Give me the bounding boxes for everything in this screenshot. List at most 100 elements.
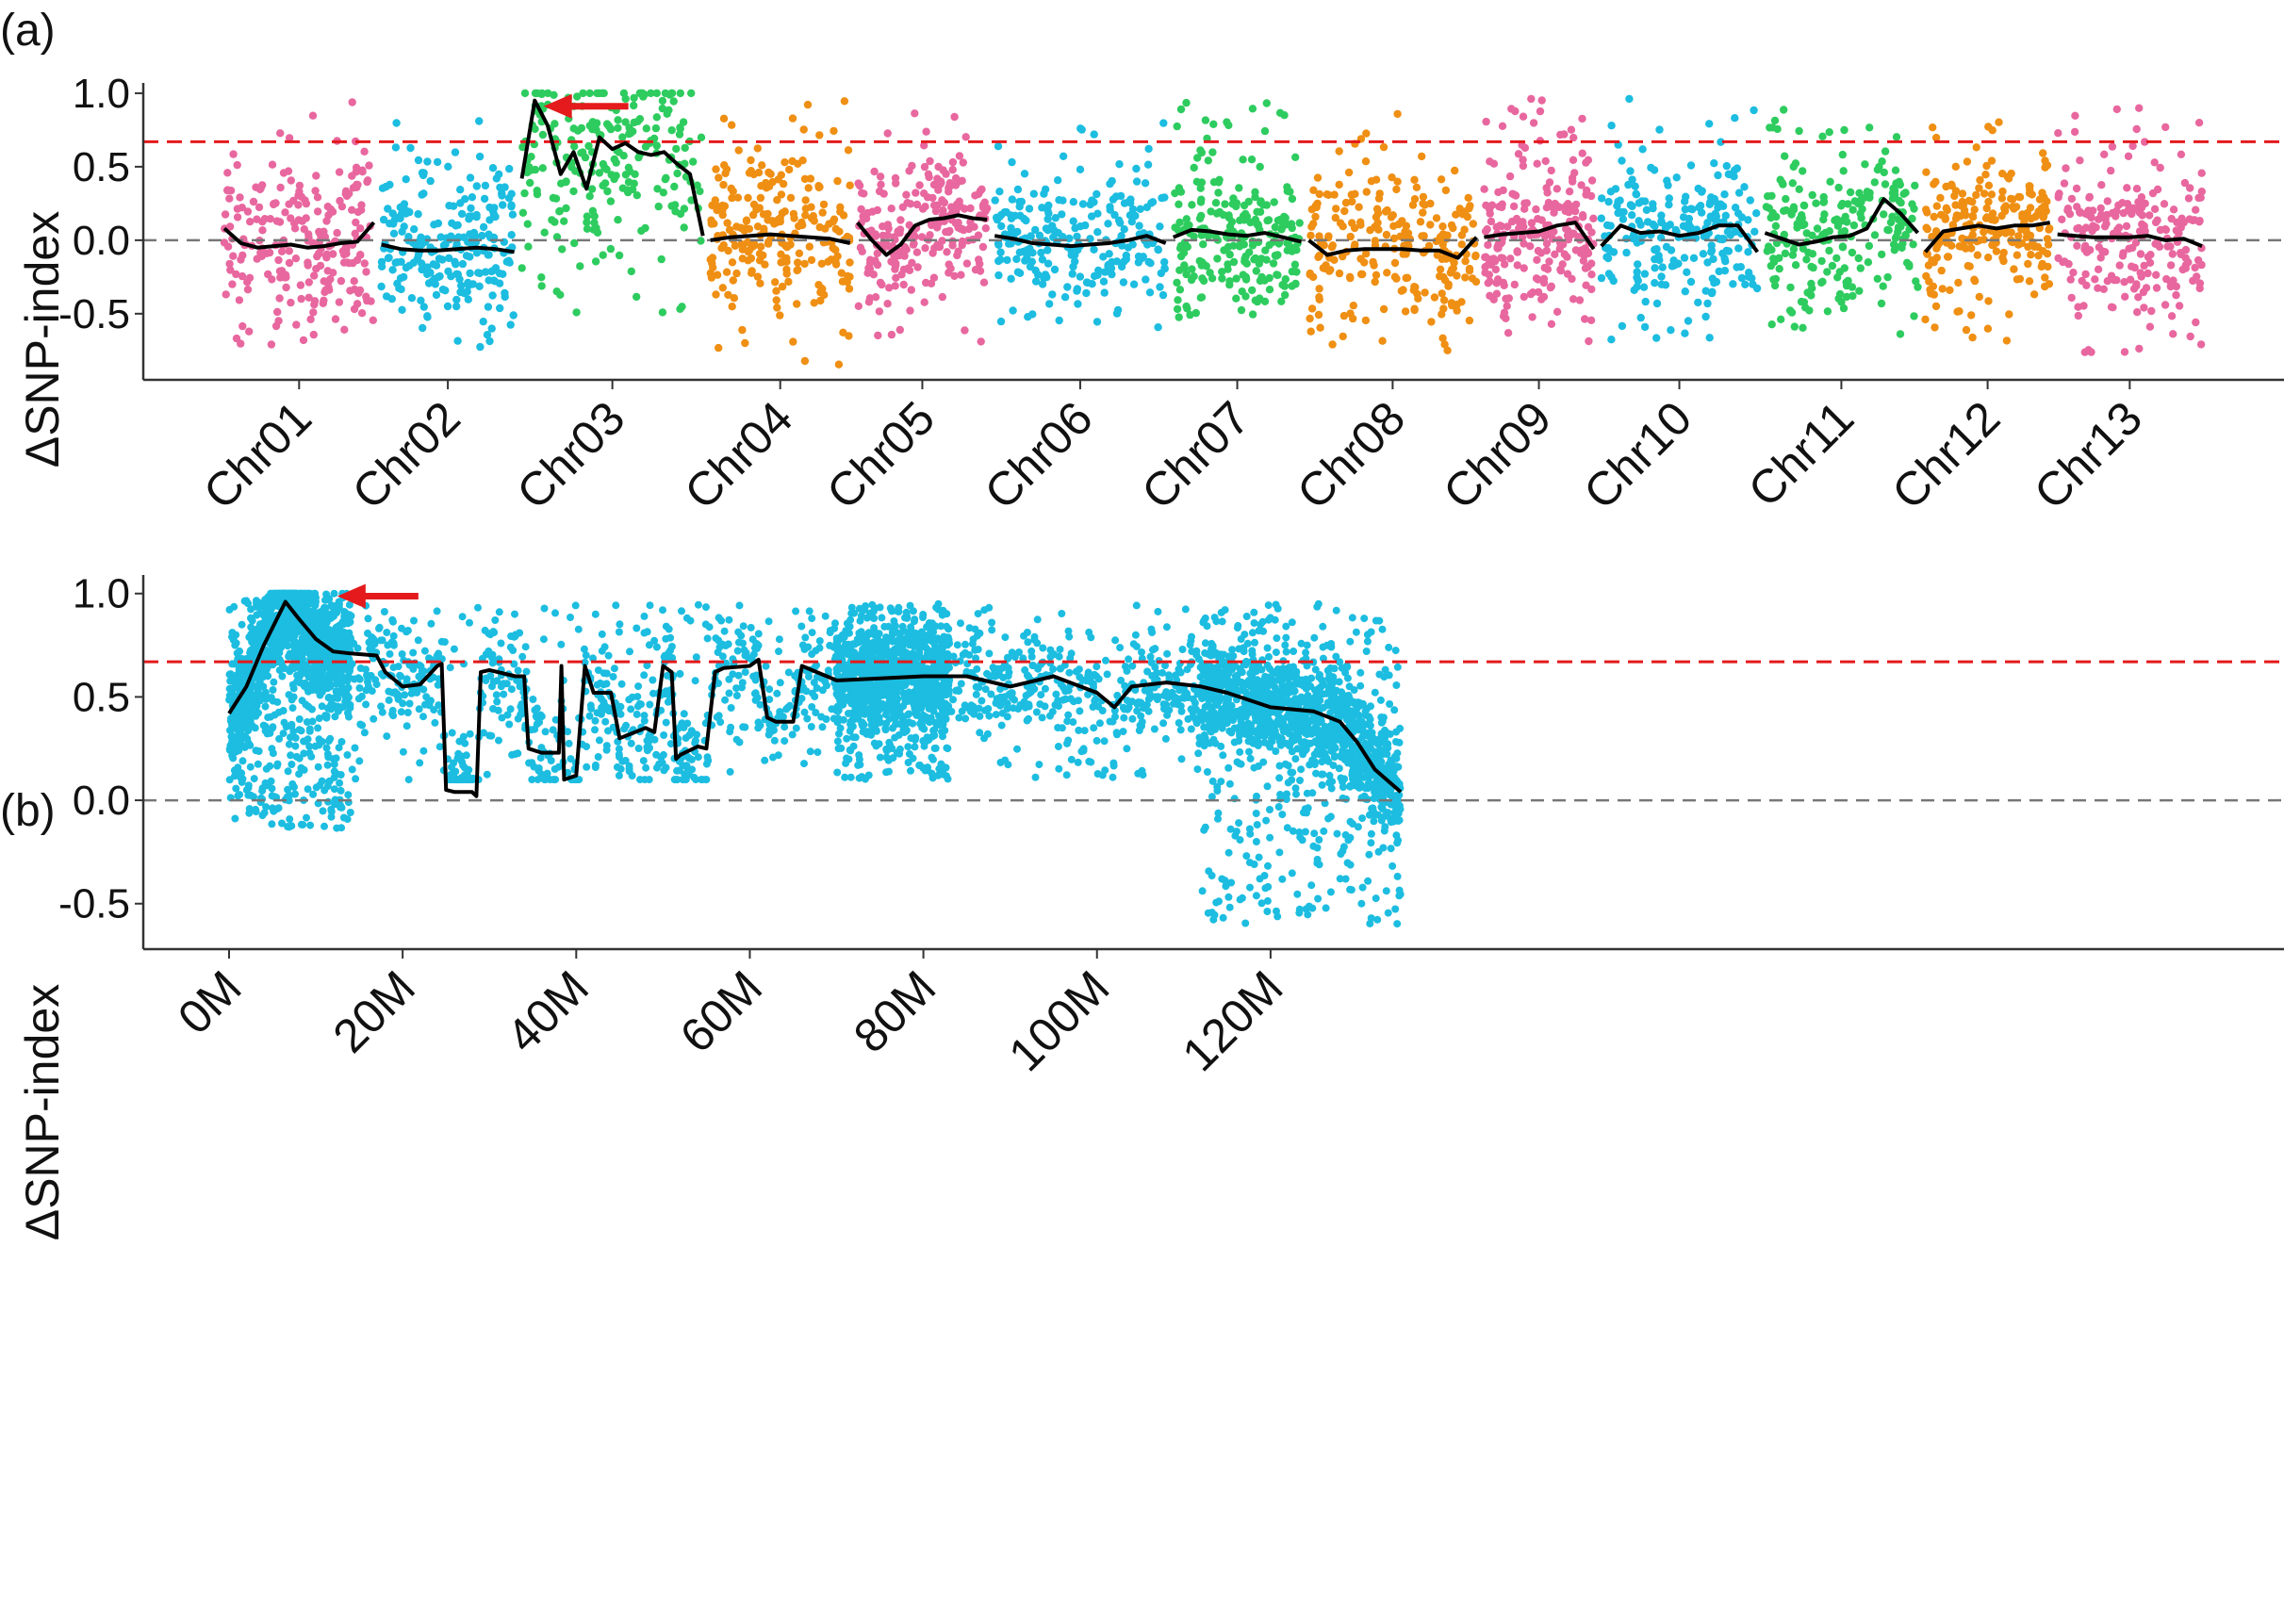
snp-point-chr02	[466, 253, 474, 261]
snp-point-chr01	[365, 161, 373, 170]
snp-point-chr01	[295, 181, 304, 190]
snp-point-chr09	[1542, 246, 1552, 255]
snp-point-chr01	[309, 308, 318, 317]
snp-point	[255, 609, 264, 617]
snp-point-chr06	[1037, 248, 1045, 257]
snp-point-chr10	[1607, 336, 1616, 344]
snp-point	[304, 702, 313, 711]
snp-point-chr11	[1789, 203, 1799, 211]
snp-point-chr07	[1176, 241, 1186, 251]
snp-point-chr08	[1374, 225, 1383, 234]
snp-point-chr05	[920, 189, 928, 198]
panel-b-label: (b)	[0, 786, 56, 836]
snp-point-chr13	[2125, 244, 2133, 253]
snp-point-chr10	[1681, 287, 1690, 296]
snp-point-chr05	[958, 240, 966, 250]
snp-point-chr04	[807, 255, 816, 265]
snp-point	[318, 688, 326, 697]
snp-point-chr09	[1581, 264, 1590, 272]
snp-point	[320, 822, 328, 830]
snp-point-chr13	[2132, 124, 2141, 134]
snp-point-chr13	[2069, 269, 2078, 277]
snp-point-chr01	[255, 185, 265, 194]
snp-point-chr05	[940, 198, 948, 207]
snp-point-chr11	[1910, 312, 1918, 320]
snp-point	[295, 627, 304, 635]
snp-point-chr06	[1007, 274, 1015, 283]
snp-point-chr06	[1104, 220, 1112, 228]
snp-point-chr04	[831, 246, 840, 254]
panel-a-chromosome-manhattan-plot: (a) ΔSNP-index 1.00.50.0-0.5 Chr01 Chr02 C…	[0, 6, 2284, 519]
snp-point-chr12	[1988, 209, 1997, 218]
snp-point-chr07	[1261, 246, 1270, 254]
snp-point-chr04	[816, 296, 825, 305]
snp-point-chr08	[1471, 252, 1480, 261]
snp-point-chr07	[1229, 241, 1238, 250]
snp-point-chr09	[1503, 302, 1511, 310]
snp-point-chr02	[489, 266, 499, 274]
snp-point-chr02	[388, 266, 397, 274]
snp-point-chr08	[1328, 340, 1337, 349]
snp-point-chr09	[1570, 169, 1579, 177]
snp-point-chr05	[898, 203, 907, 211]
snp-point	[225, 696, 234, 704]
snp-point-chr04	[749, 200, 759, 209]
snp-point-chr06	[1120, 257, 1128, 266]
y-tick-label: 0.0	[73, 218, 130, 264]
snp-point-chr01	[352, 168, 360, 176]
snp-point-chr05	[896, 325, 904, 335]
snp-point-chr05	[961, 133, 970, 141]
snp-point-chr08	[1438, 310, 1446, 319]
snp-point	[289, 684, 298, 693]
x-tick-label-chr11: Chr11	[1738, 391, 1864, 517]
snp-point-chr13	[2094, 265, 2103, 273]
snp-point-chr07	[1241, 292, 1250, 301]
snp-point-chr10	[1741, 280, 1750, 288]
snp-point-chr02	[424, 279, 434, 287]
snp-point-chr07	[1270, 198, 1278, 206]
snp-point-chr11	[1839, 167, 1848, 175]
snp-point-chr04	[744, 193, 752, 203]
snp-point-chr09	[1547, 282, 1556, 290]
snp-point-chr04	[814, 183, 823, 192]
snp-point-chr05	[953, 251, 961, 260]
snp-point-chr11	[1787, 308, 1797, 317]
snp-point-chr11	[1791, 261, 1800, 270]
snp-point-chr06	[1031, 225, 1040, 235]
snp-point-chr09	[1522, 199, 1532, 207]
snp-point-chr13	[2168, 250, 2177, 258]
snp-point-chr13	[2150, 158, 2159, 167]
snp-point-chr02	[377, 282, 386, 291]
snp-point-chr06	[1054, 228, 1062, 238]
snp-point-chr08	[1314, 253, 1323, 261]
snp-point-chr06	[1038, 280, 1047, 288]
snp-point-chr08	[1438, 222, 1447, 231]
snp-point	[323, 761, 332, 769]
snp-point-chr12	[1997, 211, 2006, 221]
snp-point-chr05	[892, 179, 900, 188]
snp-point-chr08	[1335, 180, 1343, 189]
snp-point-chr12	[1983, 324, 1993, 333]
snp-point	[238, 769, 246, 778]
snp-point-chr05	[891, 282, 899, 290]
snp-point-chr13	[2140, 303, 2148, 312]
snp-point-chr13	[2152, 271, 2161, 279]
snp-point-chr05	[966, 204, 975, 213]
snp-point-chr06	[1120, 225, 1128, 234]
snp-point-chr01	[369, 316, 377, 324]
snp-point-chr01	[295, 188, 304, 196]
y-tick-label: 0.5	[73, 144, 130, 190]
snp-point-chr07	[1182, 302, 1191, 311]
snp-point-chr03	[669, 97, 678, 106]
snp-point-chr11	[1818, 277, 1827, 286]
snp-point-chr06	[1128, 240, 1137, 249]
snp-point-chr09	[1492, 222, 1501, 232]
snp-point-chr01	[367, 297, 375, 305]
snp-point-chr06	[1158, 290, 1168, 300]
snp-point-chr06	[1136, 205, 1144, 213]
snp-point-chr13	[2196, 340, 2206, 349]
snp-point	[337, 771, 345, 779]
snp-point-chr02	[441, 240, 450, 249]
snp-point-chr04	[843, 271, 852, 281]
snp-point-chr04	[764, 216, 772, 224]
